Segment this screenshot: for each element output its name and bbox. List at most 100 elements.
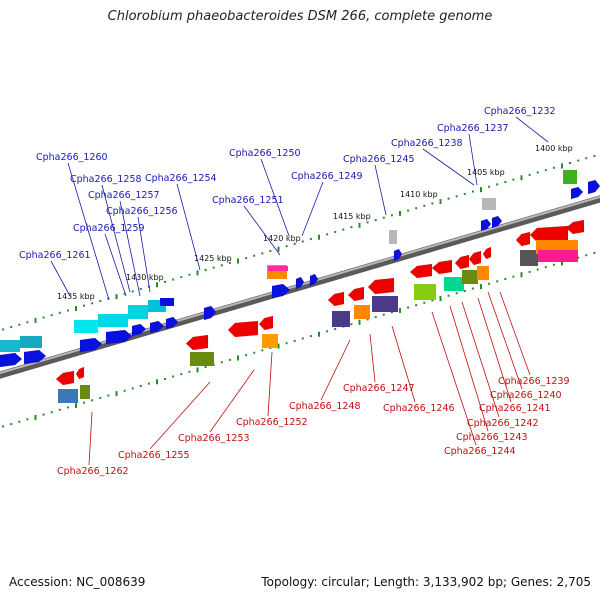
- leader-line: [422, 148, 475, 186]
- gene-label: Cpha266_1251: [212, 195, 284, 206]
- tick-mark: [156, 282, 158, 288]
- gene-arrow: [258, 315, 274, 331]
- tick-mark: [123, 389, 126, 392]
- gene-label: Cpha266_1241: [479, 403, 551, 414]
- gene-label: Cpha266_1255: [118, 450, 190, 461]
- tick-mark: [245, 354, 248, 357]
- gene-arrow: [491, 215, 503, 229]
- genome-summary-text: Topology: circular; Length: 3,133,902 bp…: [261, 575, 591, 589]
- gene-arrow: [23, 349, 47, 365]
- tick-mark: [2, 328, 5, 331]
- tick-mark: [342, 228, 345, 231]
- tick-mark: [34, 317, 37, 323]
- leader-line: [267, 351, 273, 417]
- kbp-labels: 1400 kbp 1405 kbp 1410 kbp 1415 kbp 1420 kbp…: [57, 144, 573, 301]
- gene-arrow: [565, 219, 585, 235]
- tick-mark: [577, 256, 580, 259]
- kbp-label: 1400 kbp: [535, 144, 573, 153]
- gene-label: Cpha266_1248: [289, 401, 361, 412]
- tick-mark: [147, 382, 150, 385]
- tick-mark: [447, 294, 450, 297]
- tick-mark: [123, 292, 126, 295]
- tick-mark: [382, 216, 385, 219]
- tick-mark: [269, 249, 272, 252]
- leader-line: [431, 311, 477, 446]
- gene-arrow: [227, 320, 259, 338]
- tick-mark: [228, 261, 231, 264]
- gene-block: [160, 298, 174, 306]
- gene-label: Cpha266_1246: [383, 403, 455, 414]
- tick-mark: [463, 289, 466, 292]
- tick-mark: [50, 411, 53, 414]
- tick-mark: [164, 377, 167, 380]
- gene-arrow: [431, 259, 453, 275]
- tick-mark: [374, 219, 377, 222]
- leader-line: [477, 297, 512, 403]
- gene-arrow: [393, 248, 403, 262]
- tick-mark: [358, 222, 361, 228]
- gene-label: Cpha266_1257: [88, 190, 160, 201]
- tick-mark: [139, 385, 142, 388]
- tick-mark: [326, 233, 329, 236]
- gene-label: Cpha266_1256: [106, 206, 178, 217]
- tick-mark: [366, 221, 369, 224]
- leader-line: [260, 158, 290, 237]
- tick-mark: [528, 270, 531, 273]
- tick-mark: [99, 396, 102, 399]
- tick-mark: [115, 391, 118, 397]
- tick-mark: [261, 252, 264, 255]
- gene-block: [354, 305, 370, 319]
- tick-mark: [520, 175, 523, 181]
- tick-mark: [390, 311, 393, 314]
- tick-mark: [415, 207, 418, 210]
- tick-mark: [2, 425, 5, 428]
- gene-block: [444, 277, 464, 291]
- tick-mark: [26, 418, 29, 421]
- tick-mark: [42, 413, 45, 416]
- tick-mark: [447, 197, 450, 200]
- tick-mark: [261, 349, 264, 352]
- tick-mark: [334, 327, 337, 330]
- gene-block: [482, 198, 496, 210]
- gene-block: [74, 320, 98, 333]
- gene-arrow: [0, 352, 23, 368]
- kbp-label: 1435 kbp: [57, 292, 95, 301]
- gene-block: [563, 170, 577, 184]
- gene-block: [520, 250, 538, 266]
- gene-label: Cpha266_1252: [236, 417, 308, 428]
- tick-mark: [75, 403, 77, 409]
- gene-label: Cpha266_1253: [178, 433, 250, 444]
- tick-mark: [382, 313, 385, 316]
- gene-block: [0, 340, 20, 352]
- tick-mark: [285, 245, 288, 248]
- kbp-label: 1425 kbp: [194, 254, 232, 263]
- gene-arrow: [367, 277, 395, 295]
- tick-mark: [309, 335, 312, 338]
- tick-mark: [488, 185, 491, 188]
- gene-arrow: [185, 334, 209, 351]
- gene-features: [0, 170, 600, 403]
- tick-mark: [512, 178, 515, 181]
- tick-mark: [83, 401, 86, 404]
- tick-mark: [253, 351, 256, 354]
- tick-mark: [10, 423, 13, 426]
- tick-mark: [115, 294, 118, 300]
- leader-line: [137, 216, 151, 293]
- tick-mark: [107, 394, 110, 397]
- tick-mark: [34, 414, 37, 420]
- label-leaders: [50, 116, 549, 466]
- tick-mark: [301, 240, 304, 243]
- tick-mark: [318, 234, 320, 240]
- tick-mark: [399, 307, 401, 313]
- tick-mark: [536, 171, 539, 174]
- tick-mark: [480, 187, 482, 193]
- tick-mark: [415, 304, 418, 307]
- gene-block: [190, 352, 214, 366]
- tick-mark: [139, 288, 142, 291]
- tick-mark: [301, 337, 304, 340]
- gene-label: Cpha266_1250: [229, 148, 301, 159]
- tick-mark: [293, 242, 296, 245]
- tick-mark: [18, 420, 21, 423]
- tick-mark: [358, 319, 361, 325]
- tick-mark: [334, 230, 337, 233]
